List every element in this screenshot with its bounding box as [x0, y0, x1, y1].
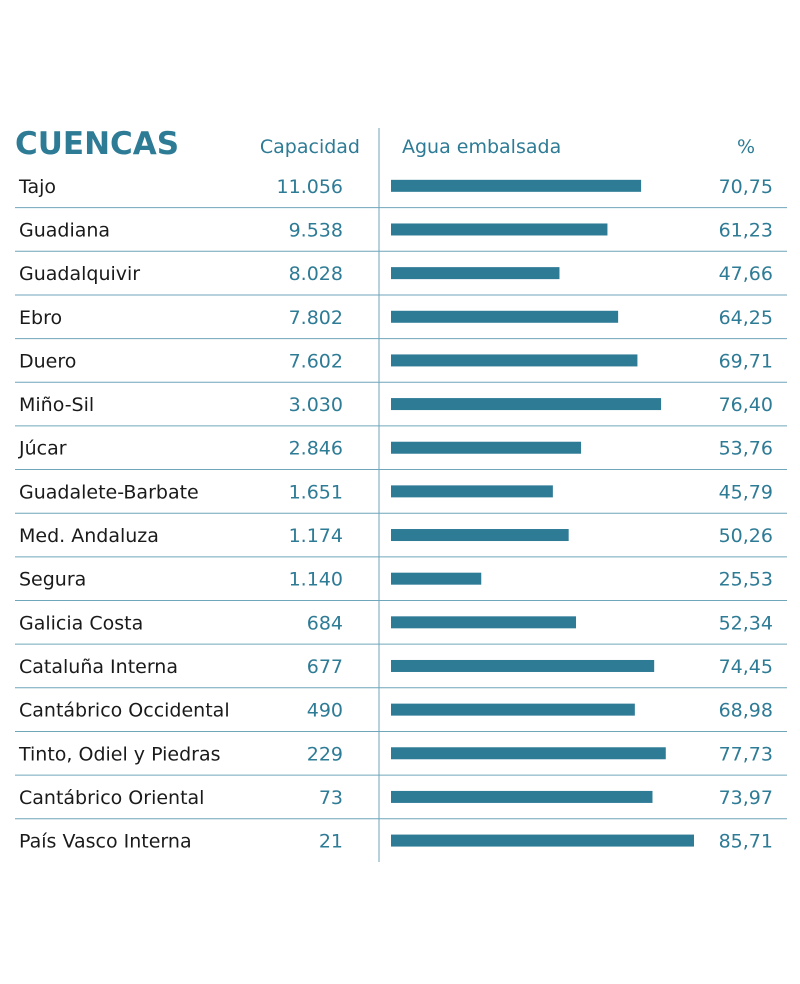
row-percent: 64,25	[719, 307, 773, 329]
row-percent: 25,53	[719, 569, 773, 591]
row-capacity: 7.602	[289, 350, 343, 372]
header-water: Agua embalsada	[402, 136, 561, 158]
row-percent: 74,45	[719, 656, 773, 678]
row-name: Tajo	[18, 176, 56, 198]
row-percent: 52,34	[719, 612, 773, 634]
row-percent: 68,98	[719, 700, 773, 722]
row-name: Tinto, Odiel y Piedras	[18, 743, 221, 765]
water-bar	[391, 310, 619, 323]
header-capacity: Capacidad	[260, 136, 360, 158]
row-name: Cataluña Interna	[19, 656, 178, 678]
row-percent: 61,23	[719, 219, 773, 241]
row-name: Guadiana	[19, 219, 110, 241]
water-bar	[391, 529, 569, 542]
row-capacity: 11.056	[277, 176, 343, 198]
water-bar	[391, 659, 655, 672]
row-name: Júcar	[18, 438, 67, 460]
header-percent: %	[737, 136, 755, 158]
water-bar	[391, 441, 582, 454]
water-bar	[391, 790, 653, 803]
water-bar	[391, 354, 638, 367]
rows-group: Tajo 11.056 70,75 Guadiana 9.538 61,23 Guadalq…	[15, 176, 787, 853]
water-bar	[391, 267, 560, 280]
chart-title: CUENCAS	[15, 126, 179, 162]
water-bar	[391, 572, 482, 585]
row-percent: 70,75	[719, 176, 773, 198]
row-percent: 73,97	[719, 787, 773, 809]
row-name: País Vasco Interna	[19, 831, 192, 853]
row-capacity: 2.846	[289, 438, 343, 460]
row-name: Galicia Costa	[19, 612, 143, 634]
row-capacity: 7.802	[289, 307, 343, 329]
row-name: Miño-Sil	[19, 394, 94, 416]
row-percent: 69,71	[719, 350, 773, 372]
water-bar	[391, 485, 553, 498]
row-percent: 85,71	[719, 831, 773, 853]
row-percent: 47,66	[719, 263, 773, 285]
row-capacity: 490	[307, 700, 343, 722]
row-percent: 53,76	[719, 438, 773, 460]
row-percent: 50,26	[719, 525, 773, 547]
water-bar	[391, 398, 662, 411]
row-capacity: 8.028	[289, 263, 343, 285]
water-bar	[391, 616, 577, 629]
row-capacity: 21	[319, 831, 343, 853]
row-capacity: 229	[307, 743, 343, 765]
row-percent: 77,73	[719, 743, 773, 765]
water-bar	[391, 747, 666, 760]
water-bar	[391, 223, 608, 236]
row-name: Cantábrico Oriental	[19, 787, 204, 809]
row-name: Cantábrico Occidental	[19, 700, 230, 722]
row-name: Segura	[19, 569, 86, 591]
row-capacity: 1.140	[289, 569, 343, 591]
row-capacity: 1.651	[289, 481, 343, 503]
row-name: Duero	[19, 350, 76, 372]
row-capacity: 3.030	[289, 394, 343, 416]
row-name: Guadalquivir	[19, 263, 140, 285]
row-name: Ebro	[19, 307, 62, 329]
water-bar	[391, 179, 642, 192]
row-name: Med. Andaluza	[19, 525, 159, 547]
row-capacity: 677	[307, 656, 343, 678]
water-bar	[391, 834, 694, 847]
row-percent: 76,40	[719, 394, 773, 416]
row-name: Guadalete-Barbate	[19, 481, 199, 503]
row-percent: 45,79	[719, 481, 773, 503]
water-bar	[391, 703, 635, 716]
row-capacity: 9.538	[289, 219, 343, 241]
row-capacity: 1.174	[289, 525, 343, 547]
row-capacity: 684	[307, 612, 343, 634]
row-capacity: 73	[319, 787, 343, 809]
